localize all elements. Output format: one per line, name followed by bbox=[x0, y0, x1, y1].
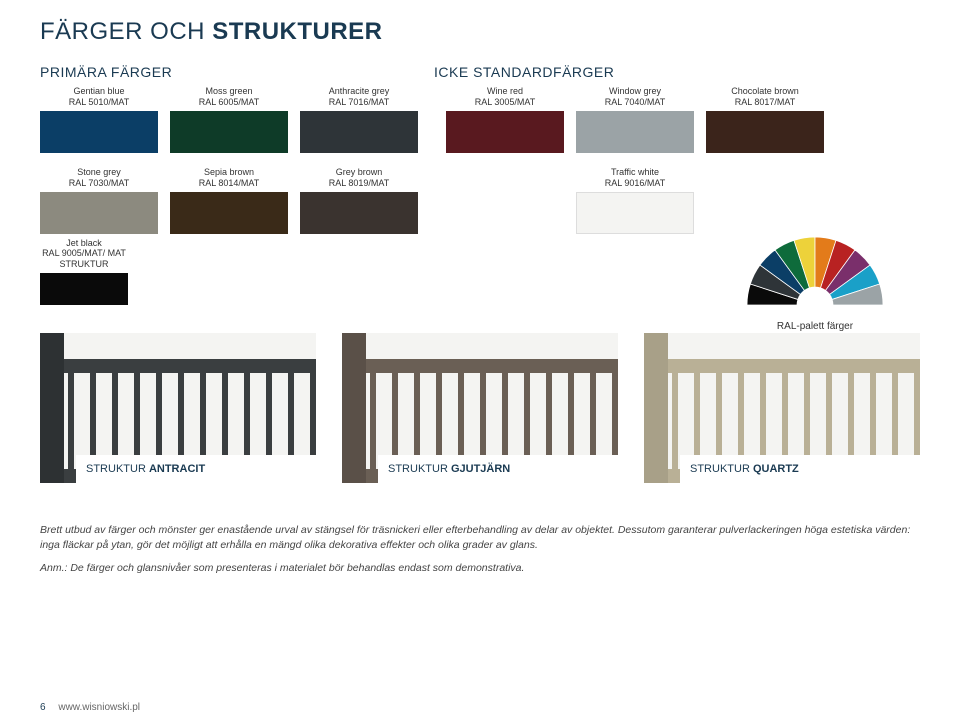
footer-url: www.wisniowski.pl bbox=[58, 702, 140, 713]
swatch-label: Jet blackRAL 9005/MAT/ MAT STRUKTUR bbox=[40, 248, 128, 270]
section-labels: PRIMÄRA FÄRGER ICKE STANDARDFÄRGER bbox=[40, 64, 920, 80]
swatch-label: Grey brownRAL 8019/MAT bbox=[329, 167, 390, 189]
swatch-row-1: Gentian blueRAL 5010/MAT Moss greenRAL 60… bbox=[40, 86, 920, 153]
color-swatch: Grey brownRAL 8019/MAT bbox=[300, 167, 418, 234]
fan-icon bbox=[740, 225, 890, 310]
swatch-label: Moss greenRAL 6005/MAT bbox=[199, 86, 260, 108]
swatch-color bbox=[576, 111, 694, 153]
swatch-label: Window greyRAL 7040/MAT bbox=[605, 86, 666, 108]
label-primary: PRIMÄRA FÄRGER bbox=[40, 64, 434, 80]
swatch-color bbox=[300, 192, 418, 234]
fence-caption: STRUKTUR QUARTZ bbox=[680, 455, 920, 483]
footer: 6 www.wisniowski.pl bbox=[40, 702, 140, 713]
swatch-row-2: Stone greyRAL 7030/MAT Sepia brownRAL 801… bbox=[40, 167, 920, 234]
body-text: Brett utbud av färger och mönster ger en… bbox=[40, 523, 920, 552]
color-swatch: Traffic whiteRAL 9016/MAT bbox=[576, 167, 694, 234]
swatch-color bbox=[706, 111, 824, 153]
swatch-label: Sepia brownRAL 8014/MAT bbox=[199, 167, 260, 189]
page-title: FÄRGER OCH STRUKTURER bbox=[40, 18, 920, 46]
swatch-color bbox=[170, 111, 288, 153]
title-thin: FÄRGER OCH bbox=[40, 18, 212, 45]
fan-label: RAL-palett färger bbox=[740, 321, 890, 332]
swatch-color bbox=[40, 192, 158, 234]
swatch-color bbox=[300, 111, 418, 153]
color-swatch: Jet blackRAL 9005/MAT/ MAT STRUKTUR bbox=[40, 248, 128, 305]
swatch-label: Gentian blueRAL 5010/MAT bbox=[69, 86, 130, 108]
fence-row: STRUKTUR ANTRACIT STRUKTUR GJUTJÄRN STRUKT… bbox=[40, 333, 920, 483]
fence-caption: STRUKTUR GJUTJÄRN bbox=[378, 455, 618, 483]
fence-item: STRUKTUR GJUTJÄRN bbox=[342, 333, 618, 483]
note-text: Anm.: De färger och glansnivåer som pres… bbox=[40, 562, 920, 574]
swatch-label: Stone greyRAL 7030/MAT bbox=[69, 167, 130, 189]
swatch-label: Chocolate brownRAL 8017/MAT bbox=[731, 86, 799, 108]
title-bold: STRUKTURER bbox=[212, 18, 382, 45]
color-swatch: Anthracite greyRAL 7016/MAT bbox=[300, 86, 418, 153]
color-swatch: Window greyRAL 7040/MAT bbox=[576, 86, 694, 153]
color-fan: RAL-palett färger bbox=[740, 225, 890, 332]
color-swatch: Stone greyRAL 7030/MAT bbox=[40, 167, 158, 234]
color-swatch: Moss greenRAL 6005/MAT bbox=[170, 86, 288, 153]
swatch-color bbox=[576, 192, 694, 234]
swatch-color bbox=[40, 273, 128, 305]
swatch-color bbox=[170, 192, 288, 234]
swatch-label: Anthracite greyRAL 7016/MAT bbox=[329, 86, 390, 108]
fence-caption: STRUKTUR ANTRACIT bbox=[76, 455, 316, 483]
color-swatch: Sepia brownRAL 8014/MAT bbox=[170, 167, 288, 234]
swatch-label: Traffic whiteRAL 9016/MAT bbox=[605, 167, 666, 189]
swatch-label: Wine redRAL 3005/MAT bbox=[475, 86, 536, 108]
page-number: 6 bbox=[40, 702, 46, 713]
fence-item: STRUKTUR ANTRACIT bbox=[40, 333, 316, 483]
swatch-color bbox=[446, 111, 564, 153]
fence-item: STRUKTUR QUARTZ bbox=[644, 333, 920, 483]
color-swatch: Chocolate brownRAL 8017/MAT bbox=[706, 86, 824, 153]
color-swatch: Gentian blueRAL 5010/MAT bbox=[40, 86, 158, 153]
label-nonstd: ICKE STANDARDFÄRGER bbox=[434, 64, 614, 80]
color-swatch: Wine redRAL 3005/MAT bbox=[446, 86, 564, 153]
swatch-color bbox=[40, 111, 158, 153]
